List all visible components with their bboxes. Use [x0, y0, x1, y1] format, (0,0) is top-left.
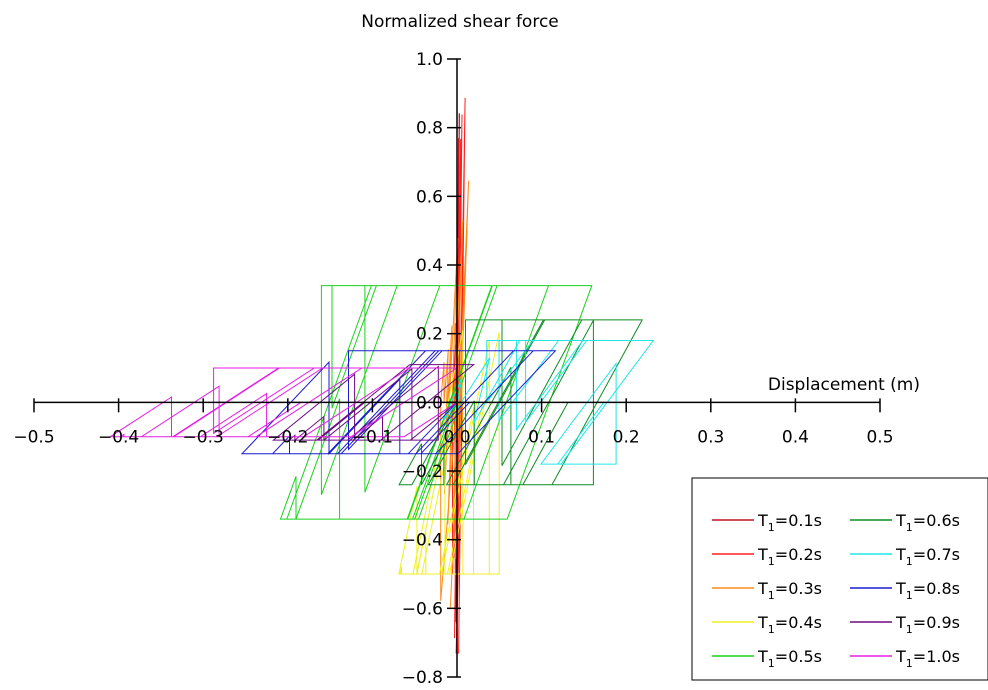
- x-tick-label: −0.2: [267, 427, 308, 447]
- legend-label-rest: =0.6s: [913, 511, 960, 530]
- legend-label-rest: =0.7s: [913, 545, 960, 564]
- series-line: [271, 364, 476, 442]
- series-line: [240, 350, 557, 456]
- x-tick-label: 0.5: [866, 427, 893, 447]
- legend-label-sub: 1: [906, 589, 913, 602]
- legend-label-main: T: [895, 613, 906, 632]
- legend-items: T1=0.1sT1=0.2sT1=0.3sT1=0.4sT1=0.5sT1=0.…: [712, 511, 960, 670]
- legend-label-rest: =1.0s: [913, 647, 960, 666]
- legend-box: [691, 477, 988, 681]
- y-ticks: −0.8 −0.6 −0.4 −0.2 0.0 0.2 0.4 0.6 0.8 1.0: [402, 50, 461, 688]
- legend-label-sub: 1: [768, 589, 775, 602]
- legend-label-sub: 1: [768, 555, 775, 568]
- legend: T1=0.1sT1=0.2sT1=0.3sT1=0.4sT1=0.5sT1=0.…: [691, 477, 988, 681]
- y-tick-label: −0.2: [402, 462, 443, 482]
- x-ticks: −0.5 −0.4 −0.3 −0.2 −0.1 0.0 0.1 0.2 0.3 0.4 0.5: [13, 398, 894, 447]
- legend-label-rest: =0.2s: [775, 545, 822, 564]
- legend-label-main: T: [895, 579, 906, 598]
- x-tick-label: −0.5: [13, 427, 54, 447]
- legend-label-rest: =0.4s: [775, 613, 822, 632]
- x-tick-label: 0.0: [443, 427, 470, 447]
- legend-label-main: T: [757, 511, 768, 530]
- x-tick-label: 0.2: [613, 427, 640, 447]
- legend-label-main: T: [757, 579, 768, 598]
- legend-label: T1=0.2s: [757, 545, 822, 568]
- y-tick-label: 0.8: [416, 119, 443, 139]
- y-tick-label: −0.6: [402, 599, 443, 619]
- legend-label-sub: 1: [768, 521, 775, 534]
- y-tick-label: 0.6: [416, 187, 443, 207]
- x-tick-label: 0.4: [782, 427, 809, 447]
- legend-label-sub: 1: [906, 555, 913, 568]
- axes: −0.5 −0.4 −0.3 −0.2 −0.1 0.0 0.1 0.2 0.3 0.4 0.5 −…: [13, 50, 893, 688]
- y-tick-label: 0.0: [416, 393, 443, 413]
- legend-label-main: T: [757, 545, 768, 564]
- legend-label: T1=0.8s: [895, 579, 960, 602]
- x-tick-label: 0.3: [697, 427, 724, 447]
- x-tick-label: −0.1: [352, 427, 393, 447]
- series-line: [440, 180, 470, 608]
- legend-label: T1=0.9s: [895, 613, 960, 636]
- legend-label: T1=0.5s: [757, 647, 822, 670]
- legend-label-rest: =0.9s: [913, 613, 960, 632]
- y-tick-label: 1.0: [416, 50, 443, 70]
- series-line: [108, 367, 459, 438]
- legend-label: T1=0.6s: [895, 511, 960, 534]
- y-tick-label: 0.4: [416, 256, 443, 276]
- legend-label-sub: 1: [906, 657, 913, 670]
- legend-label-main: T: [895, 511, 906, 530]
- legend-label: T1=0.7s: [895, 545, 960, 568]
- legend-label-rest: =0.1s: [775, 511, 822, 530]
- y-axis-title: Normalized shear force: [361, 12, 559, 32]
- legend-label: T1=0.3s: [757, 579, 822, 602]
- y-tick-label: −0.8: [402, 668, 443, 688]
- x-tick-label: −0.3: [183, 427, 224, 447]
- legend-label-rest: =0.3s: [775, 579, 822, 598]
- legend-label-rest: =0.8s: [913, 579, 960, 598]
- legend-label-sub: 1: [906, 623, 913, 636]
- x-axis-title: Displacement (m): [768, 375, 920, 395]
- legend-label-main: T: [895, 647, 906, 666]
- legend-label-main: T: [757, 647, 768, 666]
- x-tick-label: 0.1: [528, 427, 555, 447]
- x-tick-label: −0.4: [98, 427, 139, 447]
- y-tick-label: 0.2: [416, 325, 443, 345]
- legend-label: T1=0.1s: [757, 511, 822, 534]
- y-tick-label: −0.4: [402, 531, 443, 551]
- legend-label-sub: 1: [768, 623, 775, 636]
- legend-label-main: T: [895, 545, 906, 564]
- legend-label: T1=1.0s: [895, 647, 960, 670]
- series-line: [443, 340, 655, 465]
- plot-area: [108, 97, 655, 654]
- legend-label: T1=0.4s: [757, 613, 822, 636]
- series-line: [398, 330, 500, 575]
- legend-label-sub: 1: [768, 657, 775, 670]
- legend-label-rest: =0.5s: [775, 647, 822, 666]
- legend-label-main: T: [757, 613, 768, 632]
- legend-label-sub: 1: [906, 521, 913, 534]
